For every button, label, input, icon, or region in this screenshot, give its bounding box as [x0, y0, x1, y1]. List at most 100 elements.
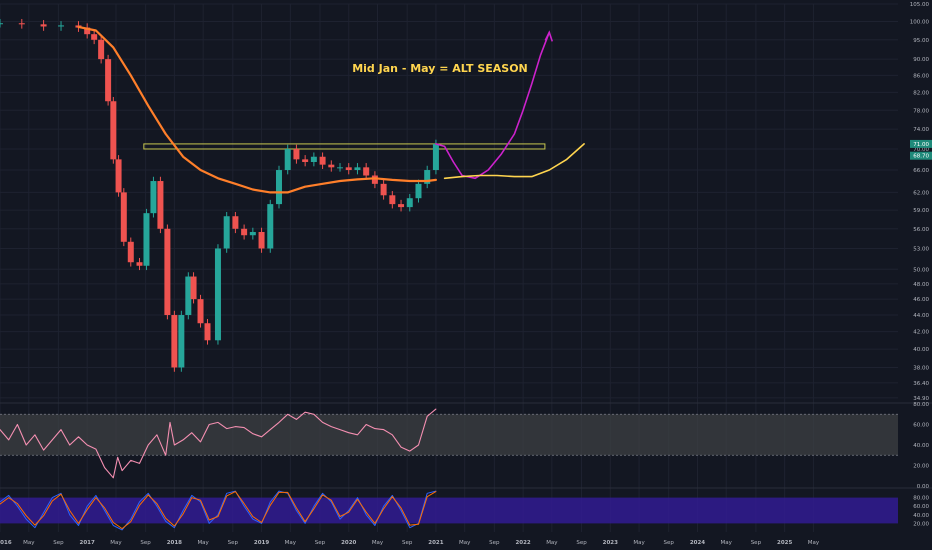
price-tick-label: 48.00	[913, 282, 929, 288]
candle-body[interactable]	[214, 248, 221, 341]
stochastic-tick-label: 40.00	[913, 513, 929, 519]
time-tick-label: Sep	[489, 540, 500, 546]
candle-body[interactable]	[302, 159, 309, 162]
time-tick-label: 2018	[167, 540, 182, 546]
candle-body[interactable]	[91, 34, 98, 40]
time-tick-label: 2021	[428, 540, 443, 546]
candle-body[interactable]	[40, 24, 47, 27]
time-tick-label: Sep	[228, 540, 239, 546]
time-tick-label: May	[23, 540, 35, 546]
price-tick-label: 105.00	[910, 2, 930, 8]
candle-body[interactable]	[389, 195, 396, 205]
price-axis[interactable]: 105.00 100.00 95.00 90.00 86.00 82.00 78.00 74.…	[910, 2, 932, 402]
time-tick-label: Sep	[664, 540, 675, 546]
candle-body[interactable]	[105, 59, 112, 102]
candle-body[interactable]	[398, 204, 405, 208]
chart-annotation: Mid Jan - May = ALT SEASON	[352, 62, 528, 75]
time-axis[interactable]: 2016 May Sep 2017 May Sep 2018 May Sep 2019 May Sep…	[0, 540, 820, 546]
candle-body[interactable]	[284, 148, 291, 171]
price-tick-label: 100.00	[910, 19, 930, 25]
time-tick-label: May	[285, 540, 297, 546]
rsi-line[interactable]	[0, 408, 437, 479]
candle-body[interactable]	[275, 170, 282, 205]
candle-body[interactable]	[136, 262, 143, 266]
candle-body[interactable]	[293, 148, 300, 160]
sideways-projection-line[interactable]	[443, 143, 585, 180]
candle-body[interactable]	[415, 183, 422, 199]
candle-body[interactable]	[58, 25, 65, 27]
candle-body[interactable]	[249, 231, 256, 236]
candle-body[interactable]	[178, 315, 185, 368]
candle-body[interactable]	[143, 213, 150, 266]
time-tick-label: Sep	[140, 540, 151, 546]
time-tick-label: May	[197, 540, 209, 546]
candle-body[interactable]	[232, 216, 239, 229]
candle-body[interactable]	[171, 315, 178, 368]
candle-body[interactable]	[328, 164, 335, 168]
time-tick-label: 2024	[690, 540, 705, 546]
time-tick-label: May	[721, 540, 733, 546]
secondary-price-label: 68.70	[913, 154, 929, 160]
candle-body[interactable]	[319, 156, 326, 165]
time-tick-label: May	[808, 540, 820, 546]
price-tick-label: 66.00	[913, 168, 929, 174]
candle-body[interactable]	[115, 159, 122, 193]
price-tick-label: 74.00	[913, 127, 929, 133]
candle-body[interactable]	[120, 192, 127, 242]
candle-body[interactable]	[223, 216, 230, 249]
candle-body[interactable]	[363, 167, 370, 176]
candle-body[interactable]	[337, 167, 344, 169]
time-tick-label: May	[459, 540, 471, 546]
time-tick-label: 2019	[254, 540, 269, 546]
price-tick-label: 36.40	[913, 381, 929, 387]
candle-body[interactable]	[345, 167, 352, 171]
price-tick-label: 90.00	[913, 57, 929, 63]
candle-body[interactable]	[371, 175, 378, 184]
candle-body[interactable]	[127, 241, 134, 263]
candle-body[interactable]	[0, 23, 3, 25]
stochastic-tick-label: 80.00	[913, 496, 929, 502]
candle-body[interactable]	[164, 228, 171, 316]
candle-body[interactable]	[354, 167, 361, 171]
candle-body[interactable]	[197, 299, 204, 324]
candle-body[interactable]	[190, 276, 197, 300]
candle-body[interactable]	[310, 156, 317, 162]
rsi-tick-label: 60.00	[913, 423, 929, 429]
price-tick-label: 86.00	[913, 73, 929, 79]
price-pane[interactable]	[0, 18, 585, 372]
stochastic-d-line[interactable]	[0, 491, 437, 530]
time-tick-label: 2017	[80, 540, 95, 546]
stochastic-k-line[interactable]	[0, 490, 437, 531]
resistance-zone[interactable]	[143, 143, 546, 150]
stochastic-tick-label: 20.00	[913, 521, 929, 527]
candle-body[interactable]	[241, 228, 248, 236]
candle-body[interactable]	[84, 27, 91, 35]
price-tick-label: 34.90	[913, 396, 929, 402]
time-tick-label: Sep	[53, 540, 64, 546]
time-tick-label: 2023	[603, 540, 618, 546]
rsi-pane[interactable]: 80.00 60.00 40.00 20.00 0.00	[0, 402, 929, 490]
price-tick-label: 44.00	[913, 313, 929, 319]
stochastic-pane[interactable]: 80.00 60.00 40.00 20.00	[0, 490, 929, 531]
candle-body[interactable]	[258, 231, 265, 249]
candle-body[interactable]	[150, 181, 157, 214]
price-tick-label: 50.00	[913, 267, 929, 273]
candle-body[interactable]	[18, 23, 25, 25]
moving-average-line[interactable]	[77, 25, 437, 194]
price-tick-label: 82.00	[913, 90, 929, 96]
time-tick-label: May	[633, 540, 645, 546]
candle-body[interactable]	[98, 39, 105, 60]
candle-body[interactable]	[267, 204, 274, 249]
bullish-projection-line[interactable]	[435, 31, 551, 180]
candle-body[interactable]	[406, 198, 413, 208]
time-tick-label: 2020	[341, 540, 356, 546]
candle-body[interactable]	[380, 183, 387, 196]
candle-body[interactable]	[432, 143, 439, 171]
price-tick-label: 62.00	[913, 190, 929, 196]
candle-body[interactable]	[110, 101, 117, 160]
candle-body[interactable]	[185, 276, 192, 316]
candle-body[interactable]	[204, 323, 211, 341]
candle-body[interactable]	[157, 181, 164, 229]
candle-body[interactable]	[424, 170, 431, 184]
